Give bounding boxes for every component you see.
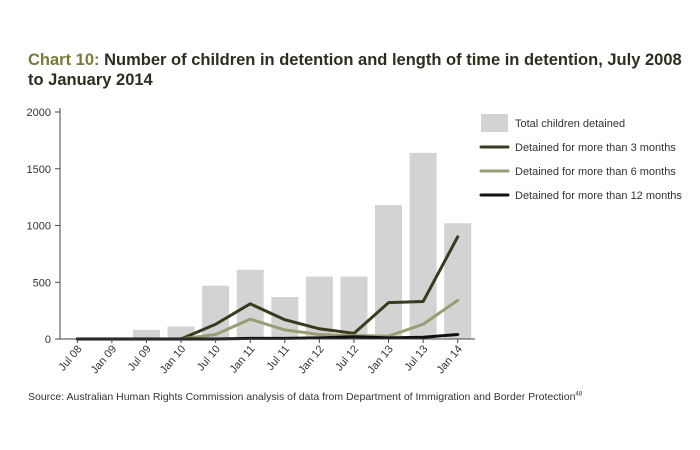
bar-total-2 [132,329,160,339]
chart-number: Chart 10: [28,51,100,69]
x-tick-label-11: Jan 14 [435,343,465,376]
x-tick-label-3: Jan 10 [158,343,188,376]
x-tick-label-4: Jul 10 [195,343,223,373]
y-tick-label-1000: 1000 [27,221,51,233]
x-tick-label-6: Jul 11 [265,343,293,373]
x-tick-label-9: Jan 13 [365,343,395,376]
bar-total-8 [340,276,368,339]
y-tick-label-1500: 1500 [27,164,51,176]
legend-label-1: Detained for more than 3 months [515,142,676,154]
x-tick-label-10: Jul 13 [402,343,430,373]
bars-layer [63,152,472,339]
x-tick-label-8: Jul 12 [333,343,361,373]
x-tick-label-0: Jul 08 [57,343,85,373]
chart-title-text: Number of children in detention and leng… [28,51,682,89]
bar-total-9 [375,205,403,339]
legend-label-3: Detained for more than 12 months [515,190,682,202]
legend-label-0: Total children detained [515,118,625,130]
bar-total-10 [409,152,437,339]
legend-label-2: Detained for more than 6 months [515,166,676,178]
y-tick-label-500: 500 [33,277,51,289]
source-text: Source: Australian Human Rights Commissi… [28,391,576,403]
legend: Total children detained Detained for more… [479,114,682,202]
y-tick-label-2000: 2000 [27,107,51,119]
x-tick-label-2: Jul 09 [126,343,154,373]
chart-title: Chart 10: Number of children in detentio… [28,50,688,90]
source-note: Source: Australian Human Rights Commissi… [28,391,582,403]
legend-swatch-0 [481,114,508,132]
bar-total-11 [444,223,472,339]
source-footnote: 48 [575,391,583,398]
x-tick-label-7: Jan 12 [296,343,326,376]
x-tick-label-5: Jan 11 [228,343,258,375]
bar-total-6 [271,297,299,339]
y-tick-label-0: 0 [45,334,51,346]
x-tick-label-1: Jan 09 [89,343,119,376]
